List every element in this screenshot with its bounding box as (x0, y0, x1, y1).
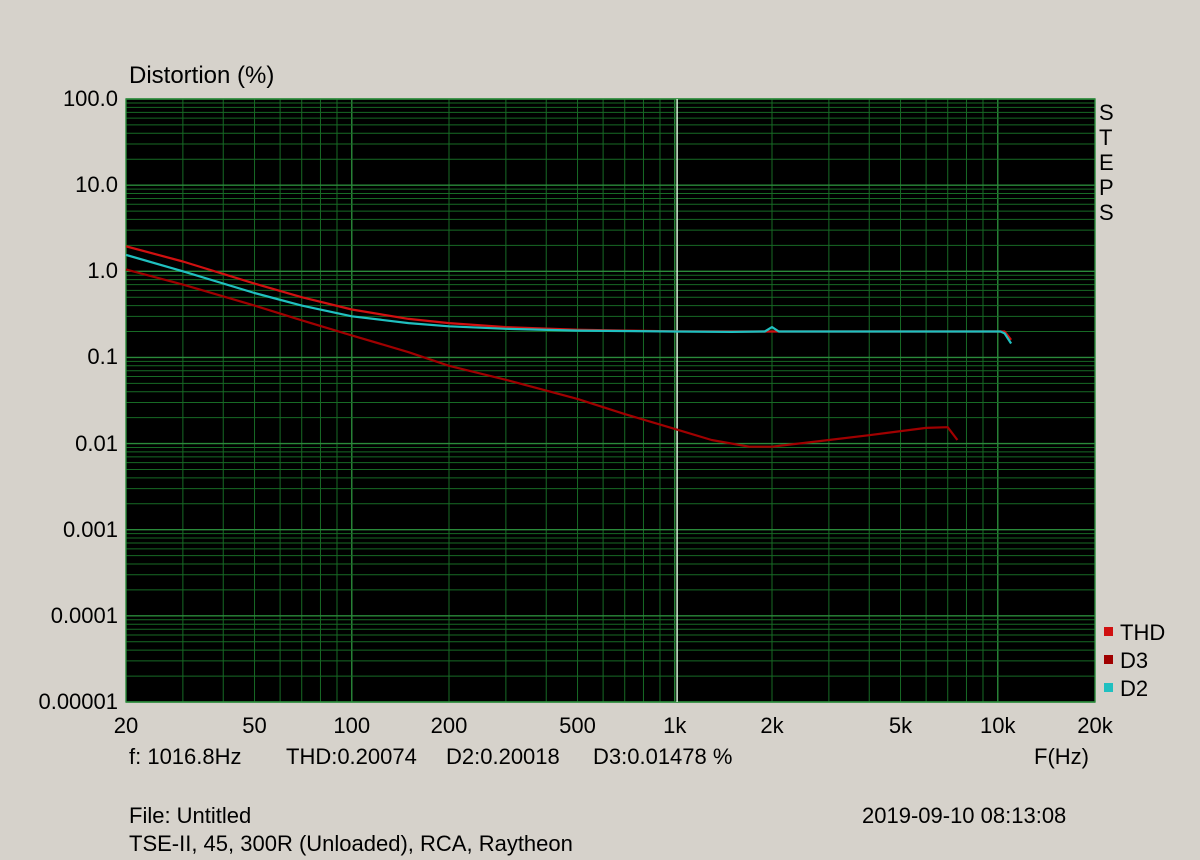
steps-letter: T (1099, 125, 1113, 150)
x-tick-label: 100 (333, 713, 371, 738)
x-tick-label: 20 (113, 713, 139, 738)
legend-swatch-thd (1104, 627, 1113, 636)
y-tick-label: 0.1 (87, 344, 118, 370)
steps-letter: S (1099, 200, 1114, 225)
x-tick-label: 5k (888, 713, 913, 738)
plot-area (126, 99, 1095, 702)
y-tick-label: 100.0 (62, 86, 118, 111)
x-tick-label: 20k (1077, 713, 1113, 738)
series-line-d3 (125, 268, 959, 448)
steps-letter: S (1099, 100, 1114, 125)
grid (125, 98, 1096, 703)
legend: THD D3 D2 (1104, 620, 1165, 701)
y-tick-label: 0.01 (75, 430, 118, 456)
y-tick-label: 0.00001 (38, 689, 118, 714)
legend-label-thd: THD (1120, 620, 1165, 645)
readout-d3: D3:0.01478 % (593, 744, 733, 769)
chart-title: Distortion (%) (129, 62, 275, 89)
legend-swatch-d2 (1104, 683, 1113, 692)
x-tick-label: 500 (559, 713, 596, 738)
legend-swatch-d3 (1104, 655, 1113, 664)
file-description: TSE-II, 45, 300R (Unloaded), RCA, Raythe… (129, 831, 573, 856)
readout-d2: D2:0.20018 (446, 744, 560, 769)
y-tick-label: 0.0001 (50, 602, 118, 628)
x-tick-label: 10k (980, 713, 1016, 738)
series-line-d2 (125, 253, 1013, 345)
series-layer (125, 245, 1013, 448)
y-tick-label: 0.001 (62, 516, 118, 542)
readout-frequency: f: 1016.8Hz (129, 744, 242, 769)
x-axis-label: F(Hz) (1034, 744, 1089, 769)
x-tick-label: 200 (430, 713, 468, 738)
readout-thd: THD:0.20074 (286, 744, 417, 769)
x-tick-label: 1k (663, 713, 687, 738)
legend-label-d2: D2 (1120, 676, 1148, 701)
x-tick-label: 50 (242, 713, 267, 738)
file-name: File: Untitled (129, 803, 252, 828)
legend-label-d3: D3 (1120, 648, 1148, 673)
x-tick-label: 2k (760, 713, 784, 738)
y-tick-label: 10.0 (75, 172, 118, 198)
timestamp: 2019-09-10 08:13:08 (862, 803, 1067, 828)
y-tick-label: 1.0 (87, 258, 118, 284)
plot-border (125, 98, 1096, 703)
steps-letter: E (1099, 150, 1114, 175)
steps-letter: P (1099, 175, 1114, 200)
